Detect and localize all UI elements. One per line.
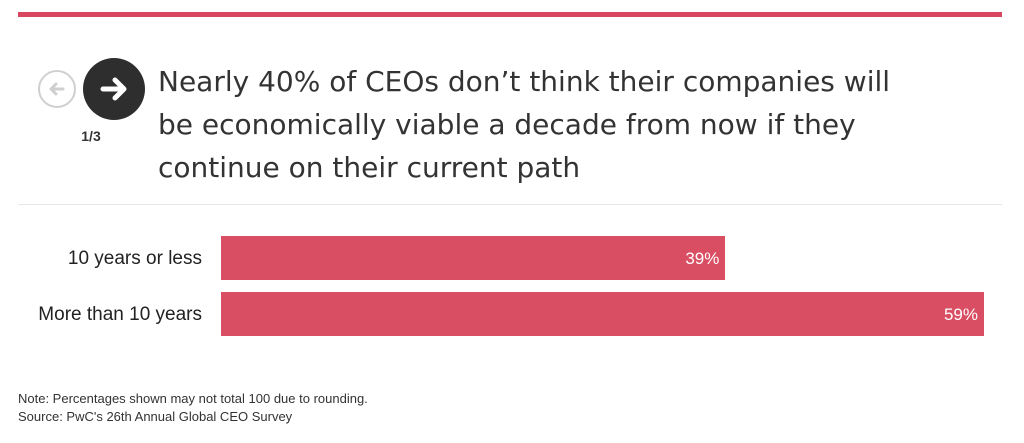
previous-button[interactable] <box>38 70 76 108</box>
category-label: 10 years or less <box>67 248 202 269</box>
chart-headline: Nearly 40% of CEOs don’t think their com… <box>158 65 891 184</box>
source-text: Source: PwC's 26th Annual Global CEO Sur… <box>18 409 293 424</box>
page-indicator: 1/3 <box>81 128 101 144</box>
footnote: Note: Percentages shown may not total 10… <box>18 390 368 426</box>
arrow-left-icon <box>49 82 65 96</box>
bar-value-label: 59% <box>943 305 978 324</box>
bar <box>221 292 984 336</box>
top-accent-bar <box>18 12 1002 17</box>
note-text: Note: Percentages shown may not total 10… <box>18 391 368 406</box>
next-button[interactable] <box>83 58 145 120</box>
divider <box>18 204 1002 205</box>
bar-value-label: 39% <box>685 249 720 268</box>
arrow-right-icon <box>100 77 127 101</box>
category-label: More than 10 years <box>38 304 202 325</box>
bar <box>221 236 726 280</box>
